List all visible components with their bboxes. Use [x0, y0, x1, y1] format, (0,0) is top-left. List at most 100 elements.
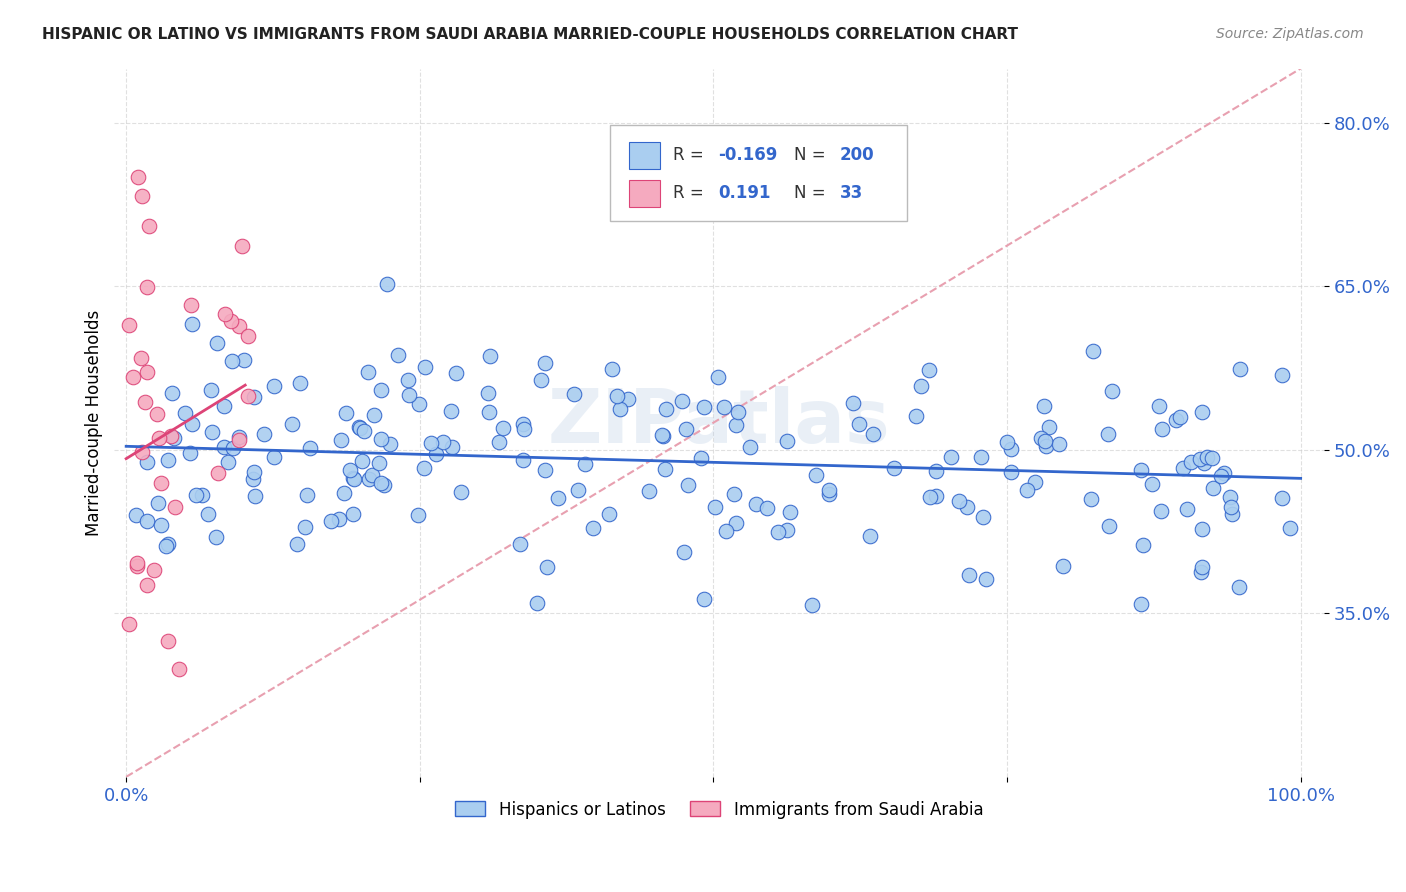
Point [219, 314, 242, 328]
Point [1000, 442, 1022, 457]
Point [228, 319, 250, 334]
Point [163, 431, 186, 445]
Point [167, 662, 190, 676]
Point [136, 365, 159, 379]
Point [396, 373, 419, 387]
Point [676, 478, 699, 492]
Point [370, 476, 392, 491]
Point [294, 520, 316, 534]
Point [363, 408, 385, 422]
Point [425, 447, 447, 461]
Point [562, 386, 585, 401]
Point [342, 471, 364, 485]
Point [1180, 455, 1202, 469]
Point [136, 280, 159, 294]
Point [1032, 400, 1054, 414]
Point [1101, 384, 1123, 398]
Point [148, 431, 170, 445]
Point [135, 514, 157, 528]
Point [1024, 475, 1046, 489]
Point [415, 360, 437, 375]
Point [1175, 502, 1198, 516]
Point [995, 434, 1018, 449]
Point [179, 445, 201, 459]
Legend: Hispanics or Latinos, Immigrants from Saudi Arabia: Hispanics or Latinos, Immigrants from Sa… [449, 794, 990, 825]
Point [1211, 468, 1233, 483]
Point [534, 356, 557, 370]
Point [756, 500, 779, 515]
Point [357, 365, 380, 379]
Text: ZIPatlas: ZIPatlas [548, 386, 890, 459]
Point [675, 422, 697, 436]
Point [146, 496, 169, 510]
Point [904, 409, 927, 423]
Point [1098, 518, 1121, 533]
Point [1219, 491, 1241, 505]
Point [972, 509, 994, 524]
Point [606, 389, 628, 403]
Point [214, 307, 236, 321]
Point [690, 451, 713, 466]
Point [201, 425, 224, 440]
Text: HISPANIC OR LATINO VS IMMIGRANTS FROM SAUDI ARABIA MARRIED-COUPLE HOUSEHOLDS COR: HISPANIC OR LATINO VS IMMIGRANTS FROM SA… [42, 27, 1018, 42]
Point [156, 452, 179, 467]
Point [1150, 422, 1173, 436]
Point [1038, 419, 1060, 434]
Point [1219, 500, 1241, 515]
Text: Source: ZipAtlas.com: Source: ZipAtlas.com [1216, 27, 1364, 41]
Point [159, 429, 181, 443]
Point [574, 457, 596, 471]
Point [957, 567, 980, 582]
Point [350, 454, 373, 468]
Point [1212, 466, 1234, 480]
Point [207, 467, 229, 481]
Point [924, 489, 946, 503]
Point [536, 559, 558, 574]
Point [155, 539, 177, 553]
Point [127, 556, 149, 570]
Point [228, 430, 250, 444]
Point [156, 536, 179, 550]
Point [693, 401, 716, 415]
Point [1035, 439, 1057, 453]
Point [125, 508, 148, 522]
Point [948, 493, 970, 508]
Point [343, 472, 366, 486]
Y-axis label: Married-couple Households: Married-couple Households [86, 310, 103, 536]
Point [212, 400, 235, 414]
Point [444, 366, 467, 380]
Point [567, 483, 589, 497]
Point [652, 428, 675, 442]
Point [380, 437, 402, 451]
Point [1192, 456, 1215, 470]
Point [918, 363, 941, 377]
Text: R =: R = [672, 184, 709, 202]
Text: 200: 200 [839, 146, 875, 164]
Point [1201, 450, 1223, 465]
Point [779, 505, 801, 519]
Point [671, 393, 693, 408]
Text: 0.191: 0.191 [718, 184, 770, 202]
Point [970, 450, 993, 464]
Point [205, 530, 228, 544]
Point [136, 455, 159, 469]
Point [956, 500, 979, 515]
Point [512, 417, 534, 432]
Point [1015, 483, 1038, 498]
Point [335, 406, 357, 420]
Point [339, 462, 361, 476]
Point [655, 402, 678, 417]
Point [488, 435, 510, 450]
Point [1097, 427, 1119, 442]
Point [184, 488, 207, 502]
Point [129, 351, 152, 365]
Point [238, 389, 260, 403]
Point [910, 379, 932, 393]
Point [167, 805, 190, 819]
Point [1227, 580, 1250, 594]
Point [1195, 450, 1218, 464]
Point [939, 450, 962, 464]
Point [533, 463, 555, 477]
Point [349, 421, 371, 435]
Point [221, 354, 243, 368]
